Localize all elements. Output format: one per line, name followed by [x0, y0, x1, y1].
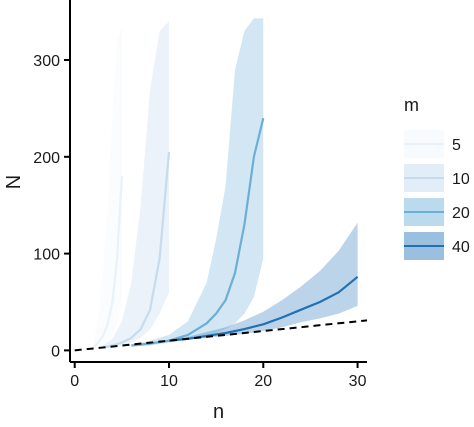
y-axis-title: N: [3, 175, 25, 189]
legend-item-m-10: 10: [404, 164, 470, 192]
band-m-10: [103, 21, 169, 349]
legend-label-m-40: 40: [452, 239, 470, 256]
legend-item-m-20: 20: [404, 198, 470, 226]
x-tick-label-30: 30: [349, 373, 367, 390]
legend-item-m-5: 5: [404, 130, 461, 158]
y-tick-label-0: 0: [51, 343, 60, 360]
reference-dashed-line: [74, 319, 368, 352]
legend-label-m-20: 20: [452, 205, 470, 222]
legend: m 5 10 20 40: [404, 95, 470, 260]
band-m-5: [93, 26, 122, 350]
x-tick-label-10: 10: [160, 373, 178, 390]
line-m-10: [102, 151, 171, 349]
y-axis-ticks: 0 100 200 300: [33, 53, 70, 360]
y-tick-label-100: 100: [33, 247, 60, 264]
x-axis-ticks: 0 10 20 30: [70, 362, 367, 390]
legend-label-m-10: 10: [452, 171, 470, 188]
band-m-20: [131, 18, 264, 347]
y-tick-label-300: 300: [33, 53, 60, 70]
band-m-40: [169, 222, 358, 341]
confidence-bands: [93, 18, 358, 350]
line-m-5: [92, 176, 123, 349]
legend-label-m-5: 5: [452, 137, 461, 154]
legend-title: m: [404, 95, 419, 115]
x-tick-label-0: 0: [70, 373, 79, 390]
legend-item-m-40: 40: [404, 232, 470, 260]
y-tick-label-200: 200: [33, 150, 60, 167]
x-axis-title: n: [213, 401, 224, 423]
x-tick-label-20: 20: [254, 373, 272, 390]
